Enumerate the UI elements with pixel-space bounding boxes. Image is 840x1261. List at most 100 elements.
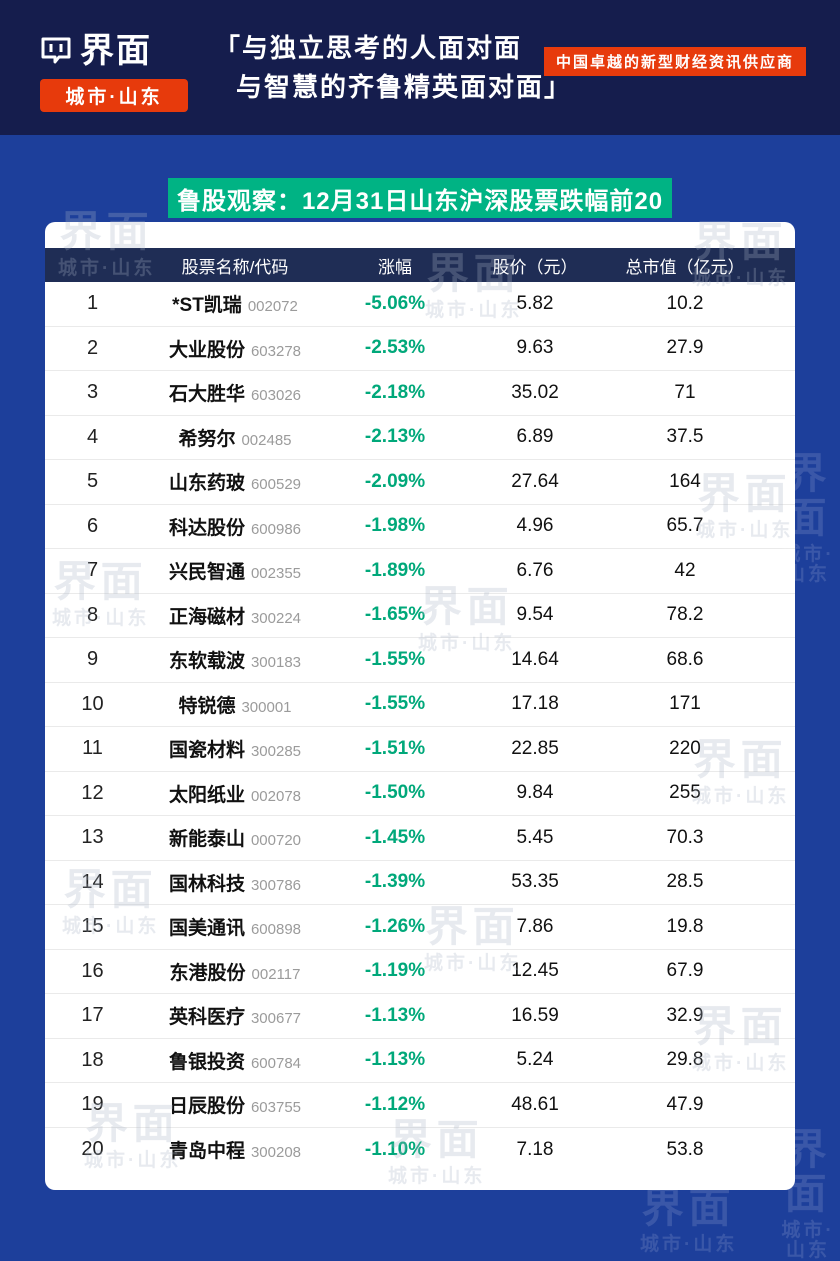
stock-price: 22.85 xyxy=(511,737,559,759)
market-cap: 70.3 xyxy=(666,826,704,848)
stock-code: 300677 xyxy=(250,1010,302,1028)
page-title: 鲁股观察：12月31日山东沪深股票跌幅前20 xyxy=(168,178,672,218)
table-row: 6 科达股份 600986 -1.98% 4.96 65.7 xyxy=(45,505,795,549)
rank: 18 xyxy=(81,1048,104,1071)
change-percent: -1.13% xyxy=(364,1049,426,1071)
stock-name-cell: 山东药玻 600529 xyxy=(140,468,330,495)
stock-name: 科达股份 xyxy=(168,517,245,539)
watermark-brand: 界面 xyxy=(641,1184,736,1231)
stock-name: 希努尔 xyxy=(178,428,236,450)
stock-name: 东港股份 xyxy=(169,962,246,984)
change-percent: -1.45% xyxy=(364,826,426,848)
stock-price: 53.35 xyxy=(511,871,559,893)
watermark-badge: 城市·山东 xyxy=(781,1220,835,1261)
top-band: 界面 城市·山东 「与独立思考的人面对面 与智慧的齐鲁精英面对面」 中国卓越的新… xyxy=(0,0,840,135)
market-cap: 53.8 xyxy=(666,1138,704,1160)
change-percent: -1.13% xyxy=(364,1004,426,1026)
stock-name: 山东药玻 xyxy=(168,473,245,495)
stock-name-cell: 希努尔 002485 xyxy=(140,424,330,451)
change-percent: -1.98% xyxy=(364,515,426,537)
rank: 4 xyxy=(86,425,99,448)
brand-row: 界面 xyxy=(40,23,188,72)
stock-code: 300224 xyxy=(250,609,302,627)
stock-name: 大业股份 xyxy=(168,339,245,361)
table-row: 8 正海磁材 300224 -1.65% 9.54 78.2 xyxy=(45,594,795,638)
stock-name-cell: *ST凯瑞 002072 xyxy=(140,290,330,317)
header-quote: 「与独立思考的人面对面 与智慧的齐鲁精英面对面」 xyxy=(214,29,572,107)
stock-code: 600986 xyxy=(250,520,302,538)
stock-price: 6.89 xyxy=(516,426,554,448)
stock-code: 300183 xyxy=(250,654,302,672)
rank: 6 xyxy=(86,514,99,537)
table-row: 10 特锐德 300001 -1.55% 17.18 171 xyxy=(45,683,795,727)
rank: 2 xyxy=(86,336,99,359)
market-cap: 28.5 xyxy=(666,871,704,893)
market-cap: 78.2 xyxy=(666,604,704,626)
stock-name-cell: 石大胜华 603026 xyxy=(140,379,330,406)
change-percent: -1.50% xyxy=(364,782,426,804)
rank: 9 xyxy=(86,648,99,671)
change-percent: -1.51% xyxy=(364,737,426,759)
market-cap: 68.6 xyxy=(666,648,704,670)
change-percent: -1.55% xyxy=(364,693,426,715)
stock-code: 002078 xyxy=(250,787,302,805)
stock-code: 300285 xyxy=(250,743,302,761)
brand-name: 界面 xyxy=(80,32,152,70)
stock-price: 16.59 xyxy=(511,1004,559,1026)
rank: 15 xyxy=(81,915,104,938)
stock-price: 9.63 xyxy=(516,337,554,359)
market-cap: 27.9 xyxy=(666,337,704,359)
rank: 3 xyxy=(86,381,99,404)
table-row: 2 大业股份 603278 -2.53% 9.63 27.9 xyxy=(45,327,795,371)
stock-name: 新能泰山 xyxy=(168,829,245,851)
column-cap: 总市值（亿元） xyxy=(625,257,745,277)
stock-price: 6.76 xyxy=(516,559,554,581)
stock-price: 17.18 xyxy=(511,693,559,715)
table-row: 1 *ST凯瑞 002072 -5.06% 5.82 10.2 xyxy=(45,282,795,327)
rank: 14 xyxy=(81,870,104,893)
rank: 11 xyxy=(82,737,103,760)
stock-name-cell: 鲁银投资 600784 xyxy=(140,1047,330,1074)
stock-price: 5.45 xyxy=(516,826,554,848)
stock-code: 600784 xyxy=(250,1054,302,1072)
rank: 7 xyxy=(86,559,99,582)
stock-code: 300786 xyxy=(250,876,302,894)
stock-code: 603026 xyxy=(250,387,302,405)
table-row: 17 英科医疗 300677 -1.13% 16.59 32.9 xyxy=(45,994,795,1039)
stock-price: 9.54 xyxy=(516,604,554,626)
market-cap: 32.9 xyxy=(666,1004,704,1026)
stock-table-card: 股票名称/代码 涨幅 股价（元） 总市值（亿元） 1 *ST凯瑞 002072 -… xyxy=(45,222,795,1190)
watermark-stamp: 界面 城市·山东 xyxy=(640,1184,737,1255)
change-percent: -1.26% xyxy=(364,915,426,937)
rank: 5 xyxy=(86,470,99,493)
stock-name: 太阳纸业 xyxy=(168,784,245,806)
market-cap: 37.5 xyxy=(666,426,704,448)
stock-name: 正海磁材 xyxy=(168,606,245,628)
rank: 13 xyxy=(81,826,104,849)
stock-name: 东软载波 xyxy=(168,651,245,673)
stock-name-cell: 太阳纸业 002078 xyxy=(140,780,330,807)
stock-name: *ST凯瑞 xyxy=(172,295,242,317)
stock-code: 002355 xyxy=(250,565,302,583)
market-cap: 164 xyxy=(669,470,701,492)
market-cap: 65.7 xyxy=(666,515,704,537)
stock-price: 27.64 xyxy=(511,470,559,492)
stock-price: 7.86 xyxy=(516,915,554,937)
rank: 16 xyxy=(81,959,104,982)
stock-price: 7.18 xyxy=(516,1138,554,1160)
stock-price: 5.82 xyxy=(516,292,554,314)
change-percent: -5.06% xyxy=(364,292,426,314)
table-row: 16 东港股份 002117 -1.19% 12.45 67.9 xyxy=(45,950,795,994)
stock-price: 9.84 xyxy=(516,782,554,804)
stock-name: 日辰股份 xyxy=(168,1096,245,1118)
stock-name: 国林科技 xyxy=(168,873,245,895)
jiemian-logo: 界面 城市·山东 xyxy=(40,23,188,112)
change-percent: -2.13% xyxy=(364,426,426,448)
market-cap: 171 xyxy=(669,693,701,715)
quote-line2: 与智慧的齐鲁精英面对面」 xyxy=(236,71,573,102)
rank: 17 xyxy=(81,1004,104,1027)
table-header-row: 股票名称/代码 涨幅 股价（元） 总市值（亿元） xyxy=(45,248,795,282)
change-percent: -1.89% xyxy=(364,559,426,581)
stock-table-body: 1 *ST凯瑞 002072 -5.06% 5.82 10.2 2 大业股份 603… xyxy=(45,282,795,1172)
